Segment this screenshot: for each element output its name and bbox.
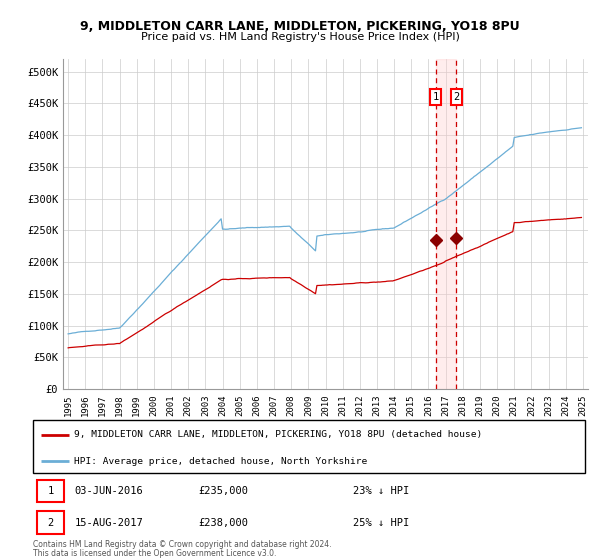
Text: £235,000: £235,000 xyxy=(199,486,248,496)
Text: 25% ↓ HPI: 25% ↓ HPI xyxy=(353,517,409,528)
Bar xyxy=(436,59,456,389)
FancyBboxPatch shape xyxy=(37,511,64,534)
Text: 2: 2 xyxy=(453,92,460,102)
Text: 03-JUN-2016: 03-JUN-2016 xyxy=(74,486,143,496)
Text: £238,000: £238,000 xyxy=(199,517,248,528)
Text: HPI: Average price, detached house, North Yorkshire: HPI: Average price, detached house, Nort… xyxy=(74,457,368,466)
Text: Contains HM Land Registry data © Crown copyright and database right 2024.: Contains HM Land Registry data © Crown c… xyxy=(33,540,331,549)
Text: 9, MIDDLETON CARR LANE, MIDDLETON, PICKERING, YO18 8PU (detached house): 9, MIDDLETON CARR LANE, MIDDLETON, PICKE… xyxy=(74,431,482,440)
Text: 9, MIDDLETON CARR LANE, MIDDLETON, PICKERING, YO18 8PU: 9, MIDDLETON CARR LANE, MIDDLETON, PICKE… xyxy=(80,20,520,32)
FancyBboxPatch shape xyxy=(33,420,585,473)
Text: Price paid vs. HM Land Registry's House Price Index (HPI): Price paid vs. HM Land Registry's House … xyxy=(140,32,460,43)
Text: 15-AUG-2017: 15-AUG-2017 xyxy=(74,517,143,528)
Text: 2: 2 xyxy=(47,517,54,528)
Text: 23% ↓ HPI: 23% ↓ HPI xyxy=(353,486,409,496)
Text: This data is licensed under the Open Government Licence v3.0.: This data is licensed under the Open Gov… xyxy=(33,549,277,558)
FancyBboxPatch shape xyxy=(37,480,64,502)
Text: 1: 1 xyxy=(47,486,54,496)
Text: 1: 1 xyxy=(433,92,439,102)
